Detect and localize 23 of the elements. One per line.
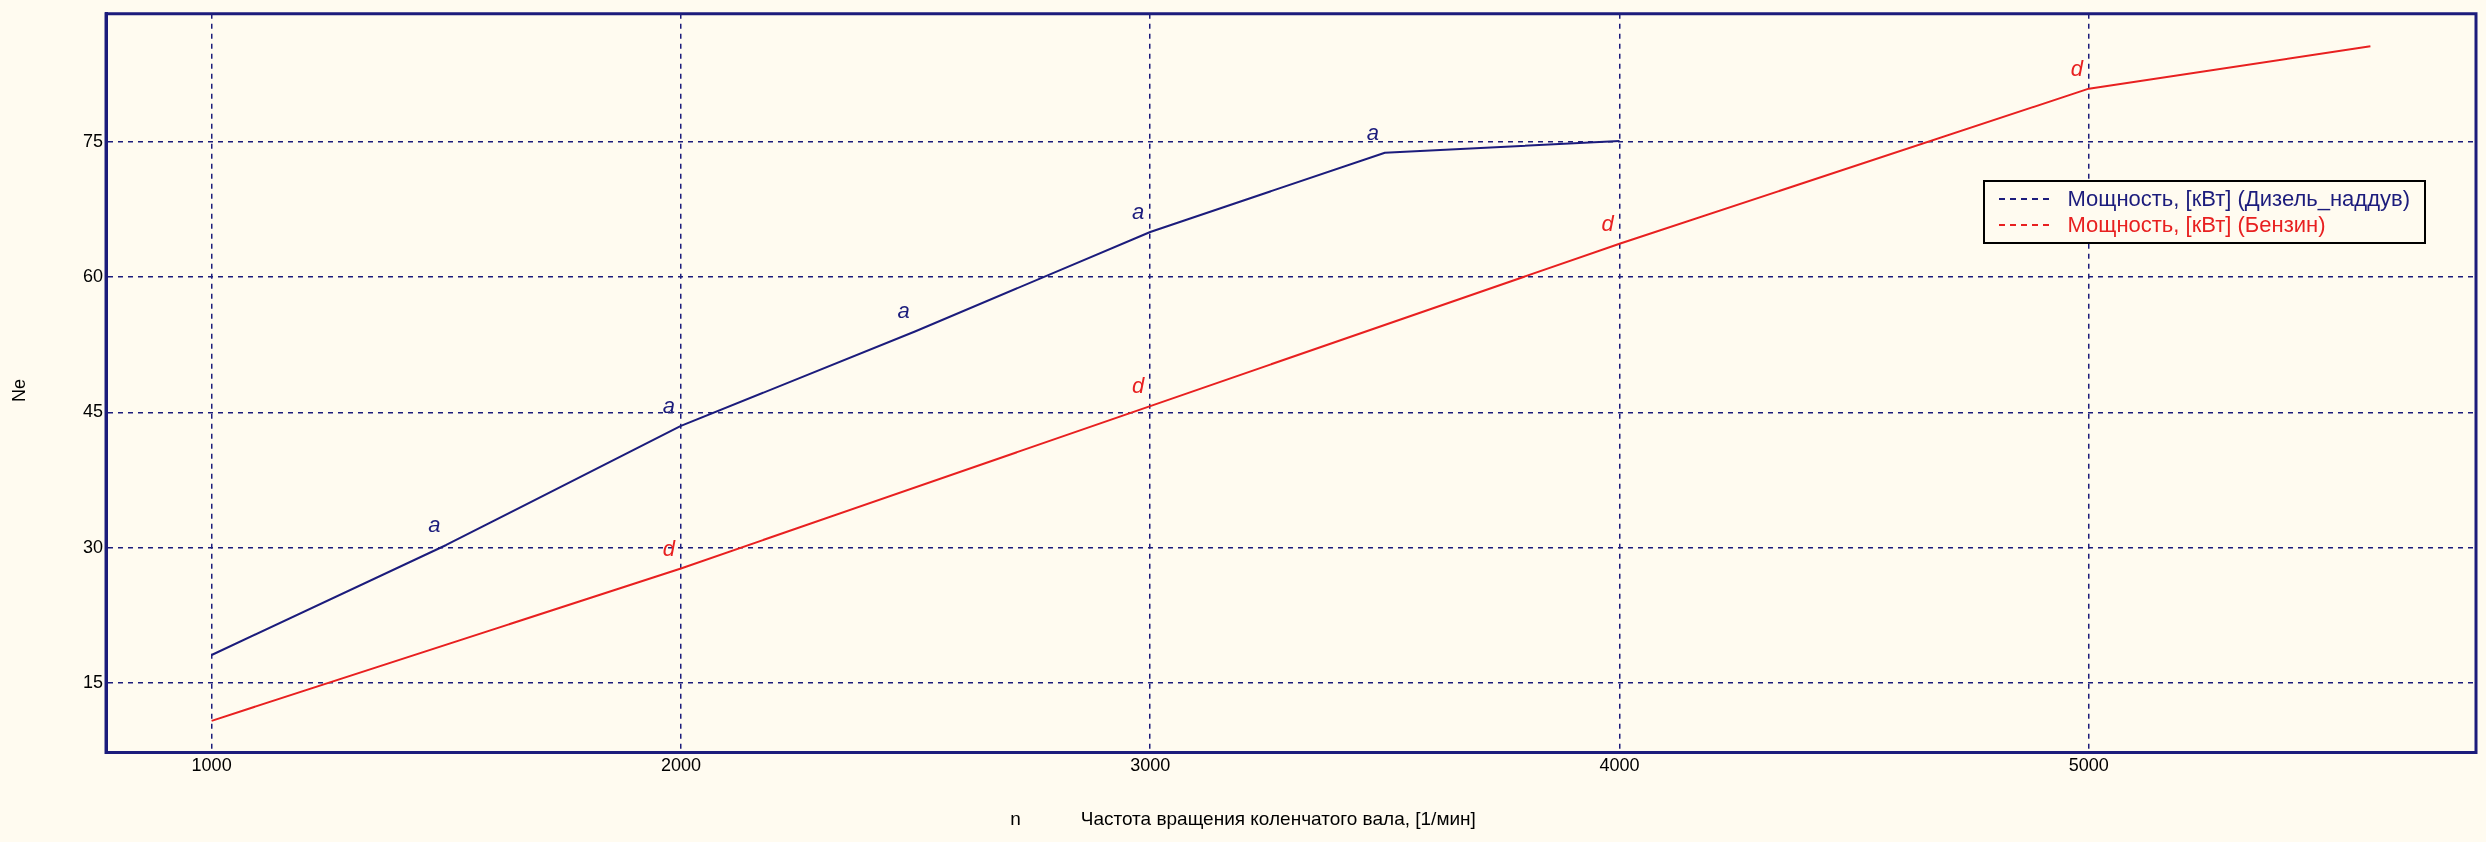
annotation: d [1132,373,1146,399]
y-tick-label: 30 [82,536,104,557]
text: Частота вращения коленчатого вала, [1/мин] [1080,808,1476,830]
legend-label: Мощность, [кВт] (Дизель_наддув) [2067,186,2410,212]
y-tick-label: 45 [82,401,104,422]
annotation: d [662,535,676,561]
x-tick-label: 5000 [2068,755,2109,776]
x-tick-label: 2000 [660,755,701,776]
annotation: d [2070,55,2084,81]
x-tick-label: 1000 [191,755,232,776]
annotation: a [428,512,441,538]
annotation: d [1601,210,1615,236]
y-tick-label: 15 [82,671,104,692]
y-axis-title: Ne [9,378,30,403]
legend-label: Мощность, [кВт] (Бензин) [2067,212,2326,238]
annotation: a [1366,119,1379,145]
y-tick-label: 75 [82,130,104,151]
x-tick-label: 4000 [1599,755,1640,776]
y-tick-label: 60 [82,266,104,287]
x-tick-label: 3000 [1130,755,1171,776]
annotation: a [1132,199,1145,225]
annotation: a [897,298,910,324]
x-axis-title: n [1010,808,1021,830]
